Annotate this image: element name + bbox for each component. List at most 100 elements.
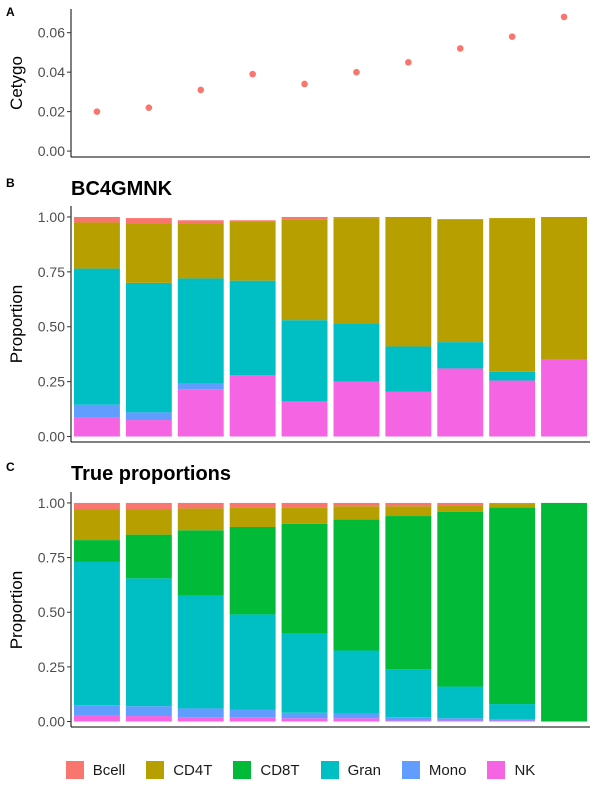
bar-segment-cd4t xyxy=(385,506,432,517)
bar-segment-nk xyxy=(229,375,276,437)
legend-label: Bcell xyxy=(92,761,126,779)
bar-segment-mono xyxy=(489,719,536,721)
legend-item-cd4t: CD4T xyxy=(146,761,212,779)
bar-segment-cd4t xyxy=(437,505,484,512)
panel-a-tag: A xyxy=(6,5,15,19)
bar-segment-bcell xyxy=(281,502,328,508)
bar-segment-nk xyxy=(385,391,432,437)
bar-segment-nk xyxy=(437,720,484,722)
legend-item-gran: Gran xyxy=(320,761,381,779)
bar-segment-nk xyxy=(281,401,328,437)
panel-b-tag: B xyxy=(6,176,15,190)
bar-segment-cd8t xyxy=(125,534,172,579)
bar-segment-bcell xyxy=(74,216,120,223)
bar-segment-nk xyxy=(489,380,536,437)
y-tick-label: 0.25 xyxy=(38,659,65,675)
bar-segment-gran xyxy=(125,578,172,707)
legend-label: CD8T xyxy=(260,761,300,779)
bar-segment-cd4t xyxy=(125,509,172,535)
bar-segment-bcell xyxy=(229,220,276,222)
bar-segment-cd8t xyxy=(74,540,120,562)
bar-segment-mono xyxy=(125,706,172,717)
bar-segment-bcell xyxy=(437,502,484,506)
bar-segment-cd4t xyxy=(125,223,172,283)
bar-segment-cd8t xyxy=(437,511,484,687)
bar-segment-cd4t xyxy=(333,218,380,324)
bar-segment-cd8t xyxy=(229,526,276,615)
legend-swatch xyxy=(65,761,84,779)
bar-segment-gran xyxy=(125,282,172,413)
scatter-point xyxy=(249,70,256,78)
y-axis-label: Cetygo xyxy=(7,56,26,110)
bar-segment-nk xyxy=(489,720,536,722)
bar-segment-nk xyxy=(333,718,380,722)
cetygo-scatter-panel: 0.00 0.02 0.04 0.06 Cetygo xyxy=(7,9,590,159)
y-tick-label: 0.50 xyxy=(38,319,65,335)
scatter-point xyxy=(508,33,516,40)
bar-segment-nk xyxy=(177,389,224,437)
legend-item-nk: NK xyxy=(487,761,535,779)
bar-segment-nk xyxy=(125,420,172,437)
y-tick-label: 0.25 xyxy=(38,374,65,390)
legend-swatch xyxy=(487,761,506,779)
legend: Bcell CD4T CD8T Gran Mono NK xyxy=(0,755,600,785)
y-axis-label: Proportion xyxy=(7,285,26,363)
scatter-point xyxy=(301,80,308,88)
bar-segment-nk xyxy=(385,720,432,722)
bar-segment-nk xyxy=(125,716,172,722)
bar-segment-cd4t xyxy=(229,221,276,281)
bar-segment-bcell xyxy=(229,502,276,508)
bar-segment-mono xyxy=(74,404,120,418)
bar-segment-cd8t xyxy=(177,530,224,596)
bar-segment-mono xyxy=(385,717,432,721)
scatter-point xyxy=(456,45,464,52)
y-axis-label: Proportion xyxy=(7,571,26,649)
bar-segment-cd4t xyxy=(489,504,536,508)
bar-segment-cd4t xyxy=(437,219,484,343)
true-proportions-stacked-bar-panel: 0.00 0.25 0.50 0.75 1.00 Proportion True propo… xyxy=(7,463,590,730)
bar-segment-gran xyxy=(385,346,432,392)
bar-segment-mono xyxy=(74,705,120,715)
bar-segment-nk xyxy=(74,417,120,437)
bar-segment-nk xyxy=(437,368,484,437)
bar-segment-mono xyxy=(177,708,224,718)
y-tick-label: 0.06 xyxy=(38,25,65,41)
bar-segment-gran xyxy=(229,280,276,376)
bar-segment-nk xyxy=(177,717,224,722)
bar-segment-bcell xyxy=(177,220,224,224)
bar-segment-mono xyxy=(229,709,276,718)
bar-segment-bcell xyxy=(385,502,432,507)
bar-segment-gran xyxy=(489,371,536,381)
y-tick-label: 1.00 xyxy=(38,495,65,511)
y-tick-label: 0.00 xyxy=(38,714,65,730)
y-tick-label: 0.75 xyxy=(38,550,65,566)
bar-segment-cd4t xyxy=(333,506,380,520)
bar-segment-nk xyxy=(541,359,587,437)
legend-swatch xyxy=(146,761,165,779)
bar-segment-gran xyxy=(437,342,484,369)
bar-segment-gran xyxy=(229,614,276,710)
scatter-point xyxy=(353,68,360,76)
scatter-point xyxy=(405,58,412,66)
panel-c-tag: C xyxy=(6,460,15,474)
bar-segment-gran xyxy=(74,268,120,405)
legend-label: Gran xyxy=(347,761,381,779)
bar-segment-bcell xyxy=(177,502,224,509)
bar-segment-bcell xyxy=(125,218,172,224)
bar-segment-cd8t xyxy=(333,519,380,651)
bar-segment-cd4t xyxy=(74,222,120,269)
bar-segment-cd4t xyxy=(541,216,587,360)
bar-segment-bcell xyxy=(125,502,172,510)
bar-segment-bcell xyxy=(74,502,120,510)
bar-segment-cd4t xyxy=(177,508,224,531)
legend-label: CD4T xyxy=(173,761,213,779)
y-tick-label: 0.75 xyxy=(38,264,65,280)
bar-segment-cd4t xyxy=(385,216,432,347)
bar-segment-cd8t xyxy=(541,502,587,722)
bar-segment-gran xyxy=(437,686,484,719)
bar-segment-cd4t xyxy=(281,219,328,321)
bar-segment-gran xyxy=(177,595,224,709)
legend-item-cd8t: CD8T xyxy=(233,761,300,779)
bar-segment-cd8t xyxy=(489,507,536,705)
